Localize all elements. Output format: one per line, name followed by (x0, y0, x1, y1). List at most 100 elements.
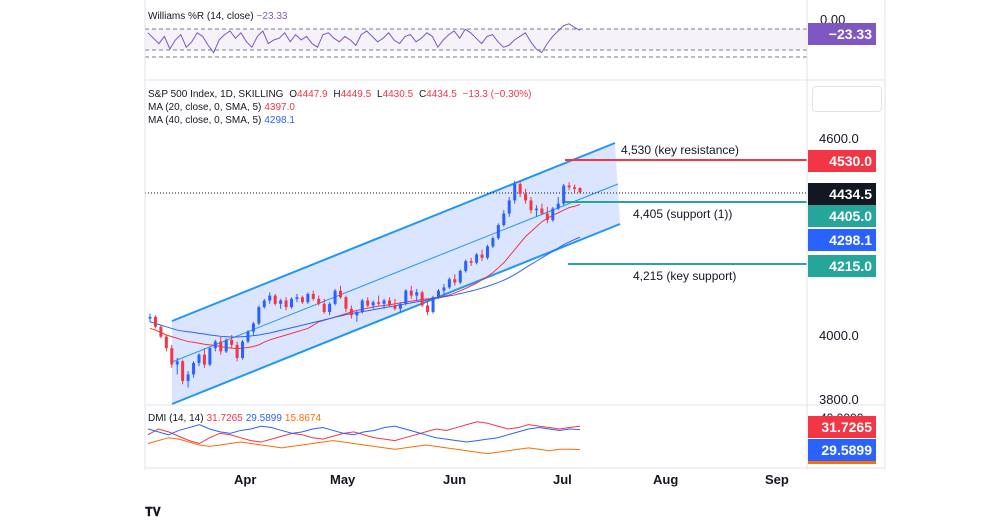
close-label: C (418, 89, 427, 100)
dmi-minus-value: 29.5899 (245, 413, 282, 424)
ma20-legend: MA (20, close, 0, SMA, 5) 4397.0 (148, 101, 298, 114)
dmi-adx-line (147, 437, 581, 455)
candle (551, 206, 555, 222)
candle (159, 325, 163, 339)
candle-body (246, 331, 250, 342)
candle-body (491, 238, 495, 247)
candle (573, 184, 577, 193)
candle-body (273, 295, 277, 304)
channel-lower-line (171, 223, 621, 405)
candle-body (540, 208, 544, 214)
candle (458, 269, 462, 285)
candle (524, 188, 528, 204)
dmi-plus-value: 31.7265 (206, 413, 243, 424)
williams-value: −23.33 (256, 11, 288, 22)
candle (578, 187, 582, 194)
candle-body (159, 326, 163, 337)
candle (333, 289, 337, 306)
candle (317, 295, 321, 306)
candle (453, 274, 457, 286)
candle-body (573, 187, 577, 189)
high-value: 4449.5 (340, 89, 372, 100)
candle-body (464, 261, 468, 271)
candle-body (224, 339, 228, 352)
candle (464, 259, 468, 273)
candle (339, 285, 343, 299)
candle (436, 289, 440, 299)
candle-body (317, 298, 321, 304)
ma40-value: 4298.1 (264, 115, 295, 126)
candle (387, 297, 391, 308)
candle-body (485, 246, 489, 258)
channel-mid-line (171, 183, 619, 363)
candle (235, 341, 239, 362)
candle-body (306, 293, 310, 303)
candle (529, 197, 533, 214)
candle-body (387, 300, 391, 306)
candle (398, 302, 402, 313)
ohlc-close: C4434.5 (419, 89, 457, 100)
x-tick-jun: Jun (443, 472, 467, 487)
candle-body (551, 208, 555, 221)
candle (420, 290, 424, 308)
candle (279, 298, 283, 309)
candle-body (567, 185, 571, 188)
x-tick-jul: Jul (553, 472, 572, 487)
candle-body (355, 312, 359, 316)
tradingview-logo[interactable]: 𝐓𝐕 (145, 505, 161, 520)
candle-body (241, 341, 245, 358)
candle (290, 297, 294, 309)
dmi-adx-badge-strip (808, 461, 876, 464)
x-tick-may: May (330, 472, 356, 487)
candle (262, 298, 266, 309)
candle-body (556, 203, 560, 209)
pane-control-button[interactable] (812, 86, 882, 112)
ohlc-low: L4430.5 (377, 89, 413, 100)
candle-body (148, 316, 152, 319)
candle (556, 197, 560, 211)
candle (366, 297, 370, 308)
candle (409, 285, 413, 299)
candle (513, 180, 517, 204)
candle-body (268, 295, 272, 301)
candle (300, 295, 304, 304)
candle-body (475, 254, 479, 263)
candle-body (257, 307, 261, 324)
candle (475, 252, 479, 265)
candle (153, 315, 157, 329)
candle-body (300, 297, 304, 303)
candle (219, 336, 223, 355)
dmi-plus-line (147, 421, 581, 445)
candle-body (529, 200, 533, 211)
candle-body (480, 254, 484, 258)
trend-channel-fill (172, 143, 620, 404)
ma40-label: MA (40, close, 0, SMA, 5) (148, 115, 262, 126)
high-label: H (333, 89, 341, 100)
symbol-title: S&P 500 Index, 1D, SKILLING (148, 89, 284, 100)
candle-body (513, 183, 517, 201)
candle-body (197, 354, 201, 363)
candle-body (393, 305, 397, 309)
candle-body (181, 361, 185, 381)
candle-body (186, 374, 190, 381)
candle-body (360, 300, 364, 313)
support1-badge: 4405.0 (808, 205, 876, 227)
resistance-badge: 4530.0 (808, 150, 876, 172)
candle-body (230, 339, 234, 345)
dmi-name: DMI (14, 14) (148, 413, 204, 424)
williams-name: Williams %R (14, close) (148, 11, 254, 22)
candle-body (333, 290, 337, 304)
candle (148, 313, 152, 322)
candle (507, 197, 511, 217)
candle-body (328, 303, 332, 313)
candle-body (545, 213, 549, 221)
candle-body (502, 213, 506, 226)
candle (431, 295, 435, 314)
candle-body (339, 290, 343, 298)
candle (268, 292, 272, 304)
candle-body (382, 300, 386, 304)
williams-band (145, 29, 807, 50)
candle-body (458, 270, 462, 283)
candle-body (415, 292, 419, 296)
candle (202, 348, 206, 368)
